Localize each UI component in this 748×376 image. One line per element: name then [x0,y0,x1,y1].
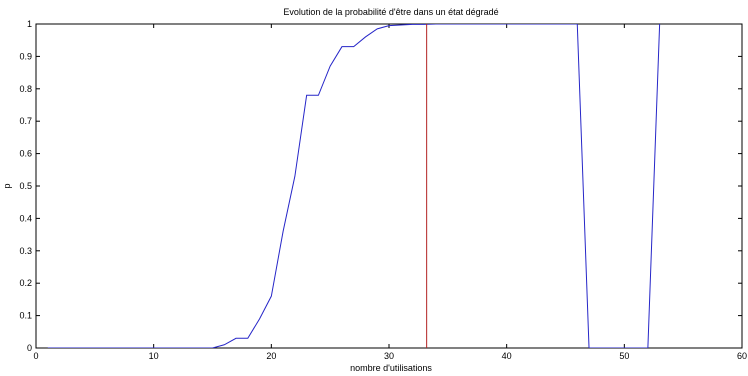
y-tick-label: 0 [27,343,32,353]
y-tick-label: 0.5 [19,181,32,191]
y-tick-label: 1 [27,19,32,29]
x-tick-label: 20 [266,351,276,361]
y-tick-label: 0.9 [19,51,32,61]
x-tick-label: 30 [384,351,394,361]
series-line [47,24,661,348]
x-tick-label: 60 [737,351,747,361]
x-tick-label: 50 [619,351,629,361]
y-tick-label: 0.6 [19,149,32,159]
y-tick-label: 0.1 [19,311,32,321]
x-tick-label: 0 [33,351,38,361]
y-axis-label: p [2,183,12,188]
y-tick-label: 0.8 [19,84,32,94]
x-tick-label: 10 [149,351,159,361]
x-tick-label: 40 [502,351,512,361]
chart-title: Evolution de la probabilité d'être dans … [283,7,498,17]
plot-area: 0 10 20 30 40 50 60 0 0.1 0.2 0.3 0.4 0.5 0.6 0.7 0.8 0.… [19,19,747,361]
y-tick-label: 0.7 [19,116,32,126]
y-tick-label: 0.4 [19,213,32,223]
y-tick-label: 0.3 [19,246,32,256]
plot-frame [35,23,743,349]
x-axis-label: nombre d'utilisations [350,363,432,373]
y-tick-label: 0.2 [19,278,32,288]
